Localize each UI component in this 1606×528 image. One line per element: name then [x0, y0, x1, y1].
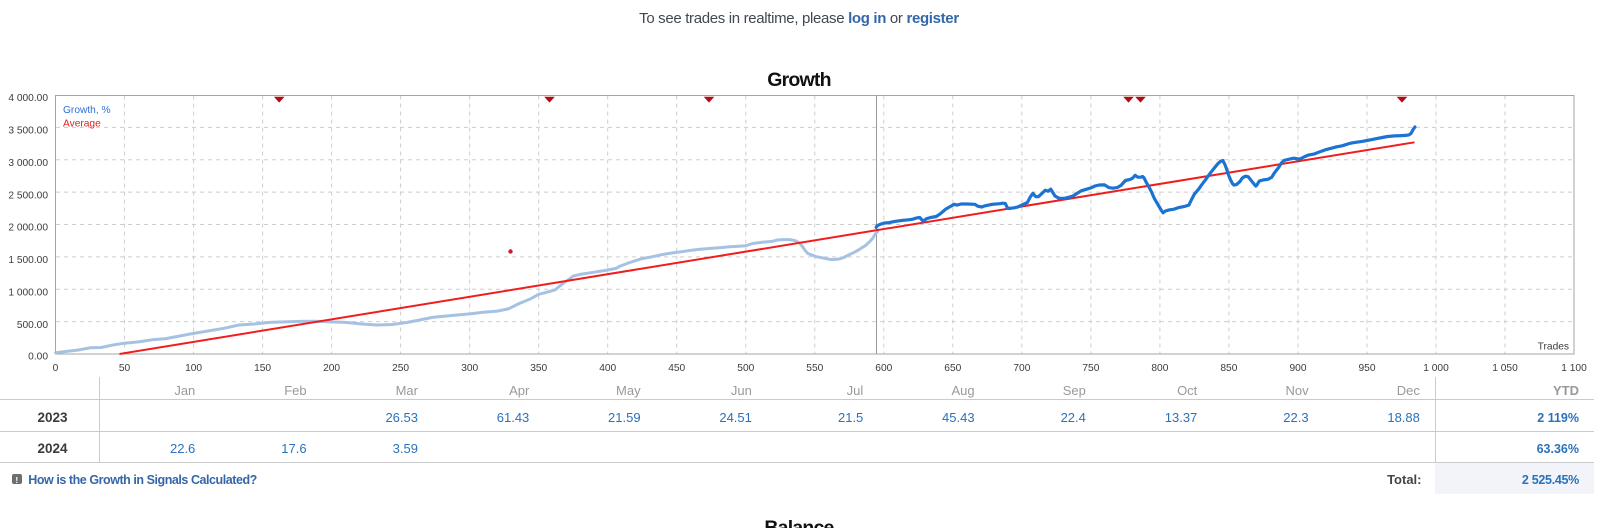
- svg-text:2 500.00: 2 500.00: [8, 190, 48, 201]
- svg-text:600: 600: [875, 363, 892, 374]
- svg-text:250: 250: [392, 363, 409, 374]
- svg-text:450: 450: [668, 363, 685, 374]
- svg-text:Average: Average: [63, 119, 101, 130]
- svg-text:650: 650: [944, 363, 961, 374]
- svg-text:1 500.00: 1 500.00: [8, 255, 48, 266]
- svg-text:550: 550: [806, 363, 823, 374]
- svg-text:1 000.00: 1 000.00: [8, 287, 48, 298]
- svg-text:950: 950: [1359, 363, 1376, 374]
- svg-text:800: 800: [1151, 363, 1168, 374]
- svg-text:700: 700: [1013, 363, 1030, 374]
- svg-text:350: 350: [530, 363, 547, 374]
- svg-text:Trades: Trades: [1538, 342, 1569, 353]
- svg-text:1 100: 1 100: [1561, 363, 1587, 374]
- svg-text:150: 150: [254, 363, 271, 374]
- svg-text:750: 750: [1082, 363, 1099, 374]
- svg-text:0: 0: [53, 363, 59, 374]
- svg-text:500.00: 500.00: [17, 320, 48, 331]
- svg-text:2 000.00: 2 000.00: [8, 223, 48, 234]
- svg-text:50: 50: [119, 363, 131, 374]
- svg-text:4 000.00: 4 000.00: [8, 93, 48, 104]
- svg-text:0.00: 0.00: [28, 351, 48, 362]
- svg-text:1 000: 1 000: [1423, 363, 1449, 374]
- svg-text:100: 100: [185, 363, 202, 374]
- svg-text:400: 400: [599, 363, 616, 374]
- svg-text:200: 200: [323, 363, 340, 374]
- svg-text:300: 300: [461, 363, 478, 374]
- svg-text:1 050: 1 050: [1492, 363, 1518, 374]
- svg-text:3 500.00: 3 500.00: [8, 126, 48, 137]
- svg-text:900: 900: [1290, 363, 1307, 374]
- svg-text:850: 850: [1220, 363, 1237, 374]
- svg-text:Growth, %: Growth, %: [63, 105, 111, 116]
- svg-text:500: 500: [737, 363, 754, 374]
- svg-text:3 000.00: 3 000.00: [8, 158, 48, 169]
